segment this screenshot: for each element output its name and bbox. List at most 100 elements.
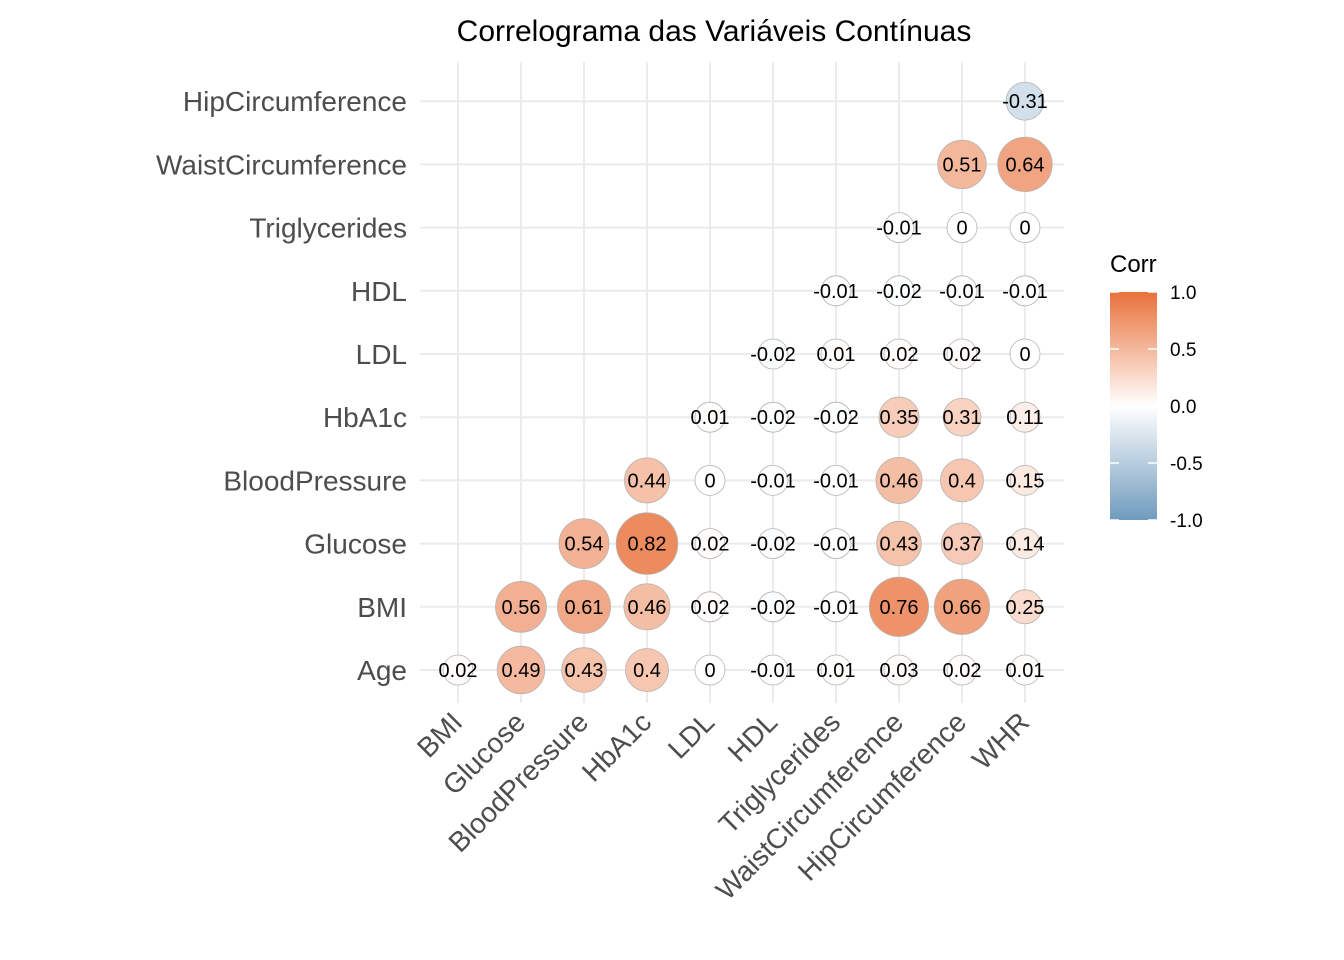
correlation-circle xyxy=(757,401,789,433)
correlation-value-label: 0.11 xyxy=(1006,407,1043,429)
correlation-value-label: 0.4 xyxy=(633,660,661,682)
correlation-value-label: 0.4 xyxy=(948,470,976,492)
correlation-value-label: 0.66 xyxy=(943,597,982,619)
correlation-circle xyxy=(883,338,915,370)
correlation-value-label: -0.01 xyxy=(750,660,796,682)
correlation-circle xyxy=(1009,464,1041,496)
legend-tick-label: -1.0 xyxy=(1170,511,1203,532)
legend-ticks: 1.0 0.5 0.0 -0.5 -1.0 xyxy=(1110,283,1203,532)
y-tick-label: BMI xyxy=(357,592,407,623)
correlation-value-label: 0.44 xyxy=(628,470,667,492)
correlation-value-label: -0.02 xyxy=(750,597,796,619)
correlation-circle xyxy=(940,522,984,565)
correlation-circle xyxy=(757,338,789,370)
correlation-circle xyxy=(757,528,789,559)
correlation-cells: 0.02 0.49 0.43 0.4 0 -0.01 0.01 0.03 0.02 0.01 0.5… xyxy=(439,81,1053,695)
correlation-circle xyxy=(1009,401,1041,433)
correlation-circle xyxy=(1007,589,1043,625)
correlation-value-label: 0.02 xyxy=(691,597,730,619)
correlation-circle xyxy=(946,212,978,244)
correlation-value-label: 0.35 xyxy=(880,407,919,429)
y-tick-label: LDL xyxy=(356,339,407,370)
correlation-value-label: 0 xyxy=(1019,218,1030,240)
correlation-value-label: -0.02 xyxy=(813,407,859,429)
correlation-value-label: 0 xyxy=(704,660,715,682)
correlation-value-label: 0.01 xyxy=(691,407,730,429)
correlation-circle xyxy=(694,591,726,623)
correlation-circle xyxy=(615,512,679,575)
correlation-circle xyxy=(997,136,1053,192)
correlation-circle xyxy=(558,518,610,569)
correlation-value-label: 0.64 xyxy=(1006,154,1045,176)
correlation-circle xyxy=(496,645,546,695)
correlation-circle xyxy=(694,464,726,496)
y-axis-labels: Age BMI Glucose BloodPressure HbA1c LDL HDL Tri… xyxy=(156,86,407,686)
correlation-value-label: 0.82 xyxy=(628,534,667,556)
correlation-value-label: -0.01 xyxy=(876,218,922,240)
y-tick-label: Triglycerides xyxy=(249,213,407,244)
correlation-circle xyxy=(883,212,915,244)
correlation-circle xyxy=(694,528,726,559)
correlation-circle xyxy=(883,654,915,686)
legend: Corr 1.0 0.5 0.0 -0.5 -1.0 xyxy=(1110,251,1203,532)
correlation-value-label: 0 xyxy=(956,218,967,240)
correlation-circle xyxy=(946,275,978,307)
correlation-value-label: 0.01 xyxy=(817,344,856,366)
correlation-value-label: 0.02 xyxy=(943,344,982,366)
correlation-value-label: 0 xyxy=(704,470,715,492)
correlation-value-label: 0.51 xyxy=(943,154,982,176)
correlation-circle xyxy=(937,139,987,190)
correlation-value-label: 0.49 xyxy=(502,660,541,682)
legend-tick-label: -0.5 xyxy=(1170,454,1203,475)
correlation-value-label: -0.01 xyxy=(750,470,796,492)
correlation-circle xyxy=(946,654,978,686)
correlation-value-label: -0.01 xyxy=(1002,281,1048,303)
correlation-circle xyxy=(1009,654,1041,686)
y-tick-label: HbA1c xyxy=(323,402,407,433)
correlation-value-label: -0.31 xyxy=(1002,91,1048,113)
correlation-circle xyxy=(946,338,978,370)
correlation-circle xyxy=(868,576,930,637)
correlation-value-label: 0.15 xyxy=(1006,470,1045,492)
correlation-circle xyxy=(933,578,991,635)
correlation-value-label: -0.01 xyxy=(813,470,859,492)
correlation-circle xyxy=(1009,275,1041,307)
correlation-circle xyxy=(820,591,852,623)
correlation-value-label: -0.01 xyxy=(939,281,985,303)
correlation-circle xyxy=(940,458,984,503)
chart-title: Correlograma das Variáveis Contínuas xyxy=(457,15,972,48)
correlation-circle xyxy=(820,464,852,496)
correlation-value-label: 0.01 xyxy=(1006,660,1045,682)
correlation-value-label: -0.02 xyxy=(750,407,796,429)
y-tick-label: Glucose xyxy=(304,529,407,560)
correlation-value-label: 0.25 xyxy=(1006,597,1045,619)
correlation-circle xyxy=(820,528,852,559)
correlation-value-label: -0.02 xyxy=(750,344,796,366)
y-tick-label: Age xyxy=(357,655,407,686)
correlation-circle xyxy=(557,579,611,634)
y-tick-label: HipCircumference xyxy=(183,86,407,117)
legend-title: Corr xyxy=(1110,251,1157,278)
correlation-value-label: 0.54 xyxy=(565,534,604,556)
correlation-circle xyxy=(876,520,922,567)
correlation-circle xyxy=(625,648,669,692)
correlation-value-label: -0.01 xyxy=(813,597,859,619)
correlation-circle xyxy=(820,338,852,370)
correlation-circle xyxy=(1009,212,1041,244)
correlation-value-label: -0.01 xyxy=(813,534,859,556)
correlation-circle xyxy=(757,464,789,496)
correlation-circle xyxy=(624,457,670,504)
correlation-value-label: 0.37 xyxy=(943,534,982,556)
correlation-circle xyxy=(820,401,852,433)
correlation-value-label: 0.56 xyxy=(502,597,541,619)
legend-tick-label: 1.0 xyxy=(1170,283,1196,304)
correlation-circle xyxy=(694,654,726,686)
legend-tick-label: 0.5 xyxy=(1170,340,1196,361)
correlation-value-label: 0.46 xyxy=(880,470,919,492)
y-tick-label: WaistCircumference xyxy=(156,149,407,180)
correlation-circle xyxy=(442,654,474,686)
correlation-circle xyxy=(1009,338,1041,370)
correlation-circle xyxy=(878,396,920,438)
correlation-circle xyxy=(1009,528,1041,559)
